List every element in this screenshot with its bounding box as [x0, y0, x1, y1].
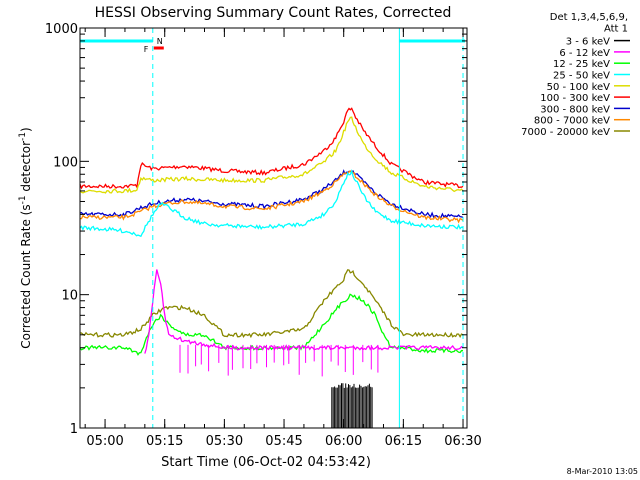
- legend-entry-label: 25 - 50 keV: [553, 71, 610, 82]
- legend-entry-label: 3 - 6 keV: [566, 37, 610, 48]
- x-axis-label: Start Time (06-Oct-02 04:53:42): [161, 455, 371, 470]
- y-tick-label: 100: [53, 155, 78, 170]
- y-tick-label: 1: [70, 422, 78, 437]
- x-tick-label: 05:15: [146, 434, 183, 449]
- legend-entry-label: 300 - 800 keV: [540, 104, 610, 115]
- y-tick-label: 10: [61, 289, 78, 304]
- legend-entry-label: 7000 - 20000 keV: [521, 127, 610, 138]
- x-tick-label: 05:00: [86, 434, 123, 449]
- axes-group: 1 10 100 1000 05:00 05:15 05:30 05:45 06:00 06:15…: [45, 22, 482, 449]
- x-tick-label: 06:00: [325, 434, 362, 449]
- x-tick-label: 06:30: [444, 434, 481, 449]
- y-axis-label: Corrected Count Rate (s-1 detector-1): [18, 127, 33, 348]
- x-tick-label: 06:15: [385, 434, 422, 449]
- legend-entry-label: 100 - 300 keV: [540, 93, 610, 104]
- chart-title: HESSI Observing Summary Count Rates, Cor…: [95, 5, 452, 21]
- legend-entry-label: 12 - 25 keV: [553, 59, 610, 70]
- series-line-100_300keV: [79, 107, 464, 190]
- series-line-6_12keV: [144, 269, 464, 354]
- legend-entry-label: 6 - 12 keV: [559, 48, 610, 59]
- series-line-7000_20000keV: [80, 269, 464, 339]
- legend-header: Det 1,3,4,5,6,9,: [550, 12, 628, 23]
- night-flag-label: N: [157, 37, 163, 46]
- flare-flag-label: F: [144, 45, 149, 54]
- plot-frame: [79, 27, 468, 429]
- annotation-group: FN: [79, 28, 465, 428]
- legend-entry-label: 50 - 100 keV: [547, 82, 611, 93]
- x-tick-label: 05:30: [206, 434, 243, 449]
- legend-attenuator: Att 1: [604, 23, 628, 34]
- legend-entry-label: 800 - 7000 keV: [534, 116, 610, 127]
- y-tick-label: 1000: [45, 22, 78, 37]
- date-stamp: 8-Mar-2010 13:05: [567, 467, 638, 476]
- x-tick-label: 05:45: [265, 434, 302, 449]
- series-group: [79, 107, 464, 428]
